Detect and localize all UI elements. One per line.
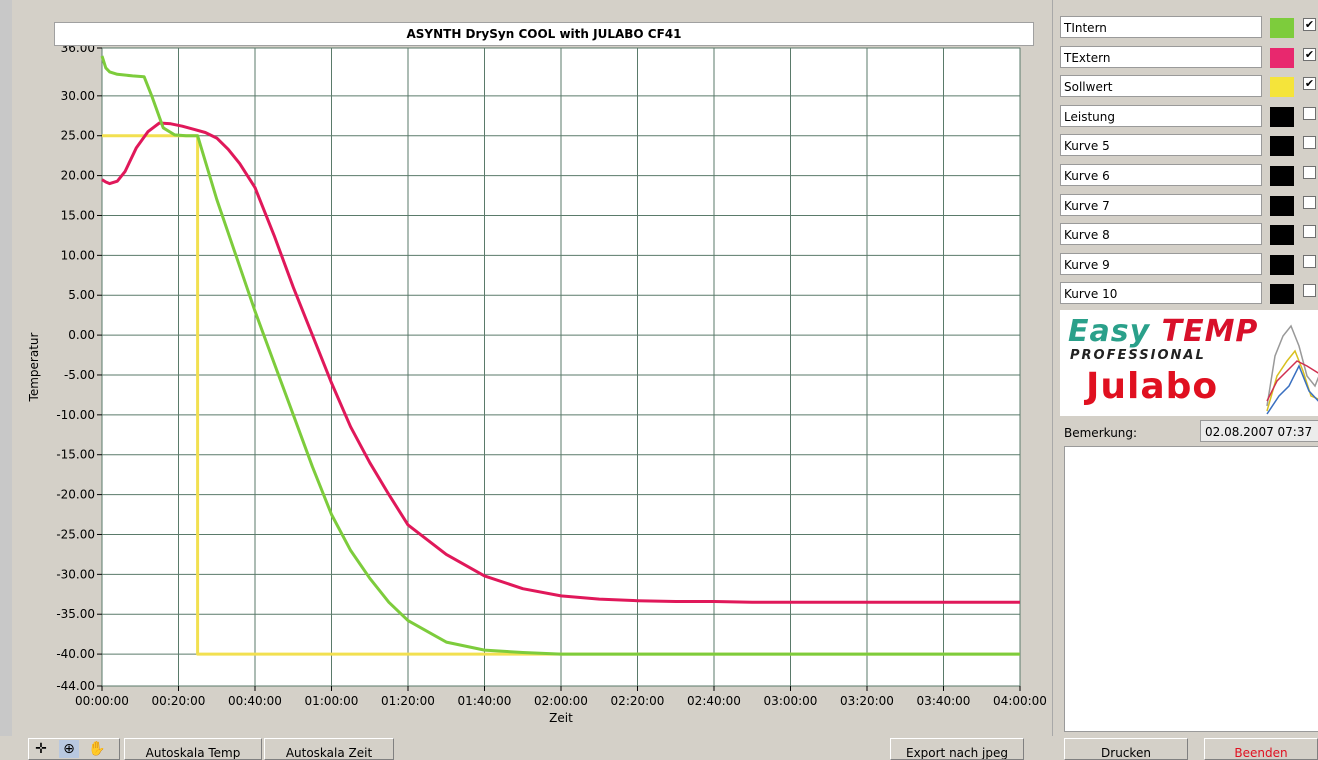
legend-color-swatch[interactable] — [1270, 77, 1294, 98]
chart-title: ASYNTH DrySyn COOL with JULABO CF41 — [54, 22, 1034, 46]
y-tick-label: 10.00 — [61, 248, 95, 262]
pan-hand-icon[interactable]: ✋ — [88, 741, 106, 757]
y-tick-label: -15.00 — [56, 448, 95, 462]
legend-color-swatch[interactable] — [1270, 18, 1294, 38]
y-tick-label: 25.00 — [61, 129, 95, 143]
legend-row: TExtern ✔ — [1060, 45, 1318, 70]
x-tick-label: 03:40:00 — [917, 694, 971, 708]
legend-row: Kurve 10 — [1060, 282, 1318, 306]
autoscale-temp-button[interactable]: Autoskala Temp — [124, 738, 262, 760]
y-tick-label: -25.00 — [56, 527, 95, 541]
x-tick-label: 01:40:00 — [458, 694, 512, 708]
legend-row: TIntern ✔ — [1060, 16, 1318, 40]
series-line-tintern — [100, 55, 1020, 656]
legend-visibility-checkbox[interactable] — [1303, 106, 1316, 120]
x-axis-label: Zeit — [549, 711, 573, 725]
y-tick-label: 5.00 — [68, 288, 95, 302]
x-tick-label: 01:20:00 — [381, 694, 435, 708]
legend-row: Kurve 6 — [1060, 164, 1318, 188]
julabo-logo-text: Julabo — [1086, 366, 1219, 407]
print-button[interactable]: Drucken — [1064, 738, 1188, 760]
legend-row: Kurve 7 — [1060, 193, 1318, 218]
y-tick-label: 0.00 — [68, 328, 95, 342]
x-tick-label: 00:00:00 — [75, 694, 129, 708]
y-axis-label: Temperatur — [27, 332, 41, 402]
legend-label: Kurve 10 — [1060, 282, 1262, 305]
y-tick-label: 15.00 — [61, 208, 95, 222]
remark-label: Bemerkung: — [1064, 426, 1138, 440]
left-edge — [0, 0, 12, 760]
legend-color-swatch[interactable] — [1270, 106, 1294, 127]
logo-easytemp-text: Easy TEMP — [1068, 314, 1259, 349]
y-tick-label: -40.00 — [56, 647, 95, 661]
legend-visibility-checkbox[interactable]: ✔ — [1303, 77, 1316, 91]
x-tick-label: 04:00:00 — [993, 694, 1047, 708]
quit-button[interactable]: Beenden — [1204, 738, 1318, 760]
y-tick-label: -20.00 — [56, 488, 95, 502]
legend-color-swatch[interactable] — [1270, 195, 1294, 216]
y-tick-label: 30.00 — [61, 89, 95, 103]
panel-splitter[interactable] — [1052, 0, 1061, 760]
logo-professional-text: PROFESSIONAL — [1070, 348, 1206, 363]
autoscale-time-button[interactable]: Autoskala Zeit — [264, 738, 394, 760]
legend-visibility-checkbox[interactable]: ✔ — [1303, 47, 1316, 61]
graph-tools: ✛ ⊕ ✋ — [28, 738, 120, 760]
legend-row: Kurve 8 — [1060, 223, 1318, 247]
legend-color-swatch[interactable] — [1270, 225, 1294, 246]
legend-visibility-checkbox[interactable]: ✔ — [1303, 18, 1316, 31]
legend-visibility-checkbox[interactable] — [1303, 195, 1316, 209]
legend-color-swatch[interactable] — [1270, 166, 1294, 186]
legend-color-swatch[interactable] — [1270, 47, 1294, 68]
legend-row: Kurve 9 — [1060, 252, 1318, 277]
easytemp-logo: Easy TEMP PROFESSIONAL Julabo — [1060, 310, 1318, 416]
legend-row: Sollwert ✔ — [1060, 75, 1318, 99]
x-tick-label: 02:20:00 — [611, 694, 665, 708]
legend-color-swatch[interactable] — [1270, 254, 1294, 275]
legend-row: Leistung — [1060, 104, 1318, 129]
legend-label: Leistung — [1060, 104, 1262, 127]
legend-label: Kurve 9 — [1060, 252, 1262, 275]
x-tick-label: 00:40:00 — [228, 694, 282, 708]
legend-row: Kurve 5 — [1060, 134, 1318, 158]
legend-visibility-checkbox[interactable] — [1303, 284, 1316, 298]
crosshair-icon[interactable]: ✛ — [35, 741, 47, 757]
logo-graph-icon — [1266, 324, 1318, 415]
legend-visibility-checkbox[interactable] — [1303, 254, 1316, 268]
x-tick-label: 03:20:00 — [840, 694, 894, 708]
y-tick-label: -30.00 — [56, 567, 95, 581]
y-tick-label: -10.00 — [56, 408, 95, 422]
y-tick-label: -5.00 — [64, 368, 95, 382]
legend-label: Kurve 5 — [1060, 134, 1262, 157]
chart-panel: 00:00:00 00:20:00 00:40:00 01:00:00 01:20:00… — [12, 0, 1052, 740]
legend-visibility-checkbox[interactable] — [1303, 136, 1316, 150]
y-tick-label: -35.00 — [56, 607, 95, 621]
y-tick-label: -44.00 — [56, 679, 95, 693]
legend-label: Sollwert — [1060, 75, 1262, 98]
temperature-chart[interactable]: 00:00:00 00:20:00 00:40:00 01:00:00 01:20:00… — [12, 0, 1052, 740]
legend-label: Kurve 8 — [1060, 223, 1262, 246]
export-jpeg-button[interactable]: Export nach jpeg — [890, 738, 1024, 760]
legend-label: Kurve 7 — [1060, 193, 1262, 216]
bottom-toolbar: ✛ ⊕ ✋ Autoskala Temp Autoskala Zeit Expo… — [0, 736, 1318, 760]
legend-color-swatch[interactable] — [1270, 136, 1294, 157]
legend-visibility-checkbox[interactable] — [1303, 166, 1316, 179]
remark-textarea[interactable] — [1064, 446, 1318, 732]
x-tick-label: 02:40:00 — [687, 694, 741, 708]
x-tick-label: 00:20:00 — [152, 694, 206, 708]
x-tick-label: 02:00:00 — [534, 694, 588, 708]
remark-date-field: 02.08.2007 07:37 — [1200, 420, 1318, 442]
series-line-textern — [101, 121, 1020, 604]
legend-color-swatch[interactable] — [1270, 284, 1294, 305]
legend-label: Kurve 6 — [1060, 164, 1262, 186]
legend-label: TIntern — [1060, 16, 1262, 38]
zoom-icon[interactable]: ⊕ — [59, 740, 79, 758]
x-tick-label: 01:00:00 — [305, 694, 359, 708]
x-tick-label: 03:00:00 — [764, 694, 818, 708]
legend-visibility-checkbox[interactable] — [1303, 225, 1316, 239]
legend-label: TExtern — [1060, 45, 1262, 68]
legend-panel: TIntern ✔ TExtern ✔ Sollwert ✔ Leistung Kurve 5… — [1060, 0, 1318, 760]
y-tick-label: 20.00 — [61, 169, 95, 183]
